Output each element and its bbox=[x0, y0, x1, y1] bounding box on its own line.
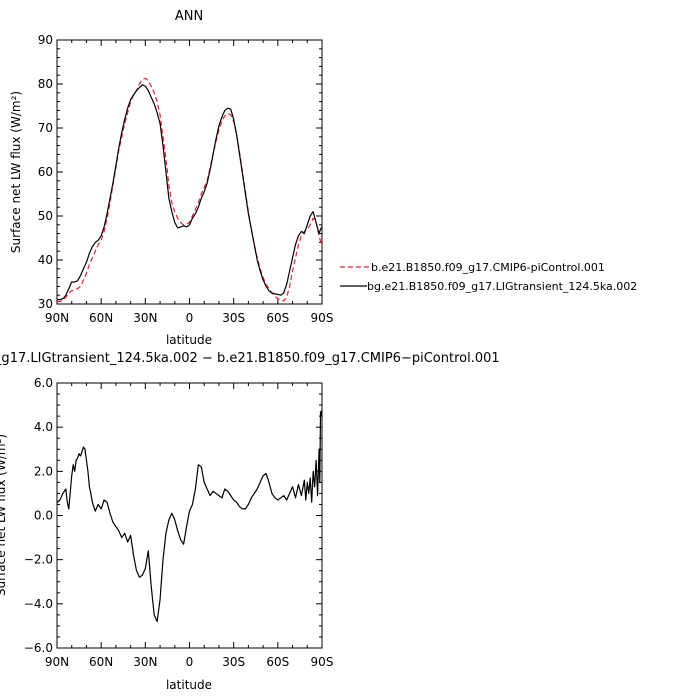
x-tick-labels: 90N 60N 30N 0 30S 60S 90S bbox=[45, 655, 334, 669]
plot-frame bbox=[56, 382, 323, 649]
x-tick-label: 0 bbox=[186, 655, 194, 669]
y-tick-label: −2.0 bbox=[24, 553, 53, 567]
y-tick-label: −4.0 bbox=[24, 597, 53, 611]
y-tick-label: 6.0 bbox=[34, 376, 53, 390]
chart-title: bg.e21.B1850.f09_g17.LIGtransient_124.5k… bbox=[0, 351, 500, 366]
y-axis-title: Surface net LW flux (W/m²) bbox=[9, 91, 23, 253]
legend: b.e21.B1850.f09_g17.CMIP6-piControl.001 … bbox=[340, 261, 637, 293]
x-tick-label: 90S bbox=[311, 655, 334, 669]
y-axis-title: Surface net LW flux (W/m²) bbox=[0, 434, 8, 596]
y-tick-label: 70 bbox=[38, 121, 53, 135]
y-tick-label: 90 bbox=[38, 33, 53, 47]
x-tick-label: 30S bbox=[222, 311, 245, 325]
x-tick-label: 30N bbox=[133, 655, 157, 669]
series-line-control bbox=[56, 77, 323, 303]
legend-label-control: b.e21.B1850.f09_g17.CMIP6-piControl.001 bbox=[371, 261, 605, 274]
x-tick-label: 60N bbox=[89, 655, 113, 669]
x-tick-label: 90N bbox=[45, 655, 69, 669]
x-tick-label: 30S bbox=[222, 655, 245, 669]
x-tick-label: 60S bbox=[266, 311, 289, 325]
x-tick-label: 30N bbox=[133, 311, 157, 325]
y-tick-label: 4.0 bbox=[34, 420, 53, 434]
x-tick-label: 60N bbox=[89, 311, 113, 325]
legend-label-transient: bg.e21.B1850.f09_g17.LIGtransient_124.5k… bbox=[367, 280, 637, 293]
series-lines bbox=[56, 409, 323, 623]
y-tick-labels: −6.0 −4.0 −2.0 0.0 2.0 4.0 6.0 bbox=[24, 376, 53, 655]
x-tick-label: 0 bbox=[186, 311, 194, 325]
chart-annual-lw-flux: ANN 90N 60N 30N 0 30S 60S 90S 30 40 50 60 70 80 90 l… bbox=[9, 9, 637, 347]
x-axis-title: latitude bbox=[166, 333, 212, 347]
x-axis-title: latitude bbox=[166, 678, 212, 692]
y-tick-label: −6.0 bbox=[24, 641, 53, 655]
series-line-difference bbox=[56, 409, 323, 623]
y-tick-label: 60 bbox=[38, 165, 53, 179]
y-tick-label: 30 bbox=[38, 297, 53, 311]
y-tick-label: 80 bbox=[38, 77, 53, 91]
chart-title: ANN bbox=[175, 9, 203, 24]
x-tick-label: 90S bbox=[311, 311, 334, 325]
chart-difference-lw-flux: bg.e21.B1850.f09_g17.LIGtransient_124.5k… bbox=[0, 351, 500, 692]
series-lines bbox=[56, 77, 323, 303]
y-tick-label: 40 bbox=[38, 253, 53, 267]
x-tick-label: 60S bbox=[266, 655, 289, 669]
x-tick-label: 90N bbox=[45, 311, 69, 325]
y-tick-label: 2.0 bbox=[34, 464, 53, 478]
tick-marks bbox=[56, 382, 323, 649]
y-tick-labels: 30 40 50 60 70 80 90 bbox=[38, 33, 53, 311]
tick-marks bbox=[56, 39, 323, 305]
series-line-transient bbox=[57, 84, 323, 301]
x-tick-labels: 90N 60N 30N 0 30S 60S 90S bbox=[45, 311, 334, 325]
y-tick-label: 0.0 bbox=[34, 509, 53, 523]
y-tick-label: 50 bbox=[38, 209, 53, 223]
plot-frame bbox=[56, 39, 323, 305]
